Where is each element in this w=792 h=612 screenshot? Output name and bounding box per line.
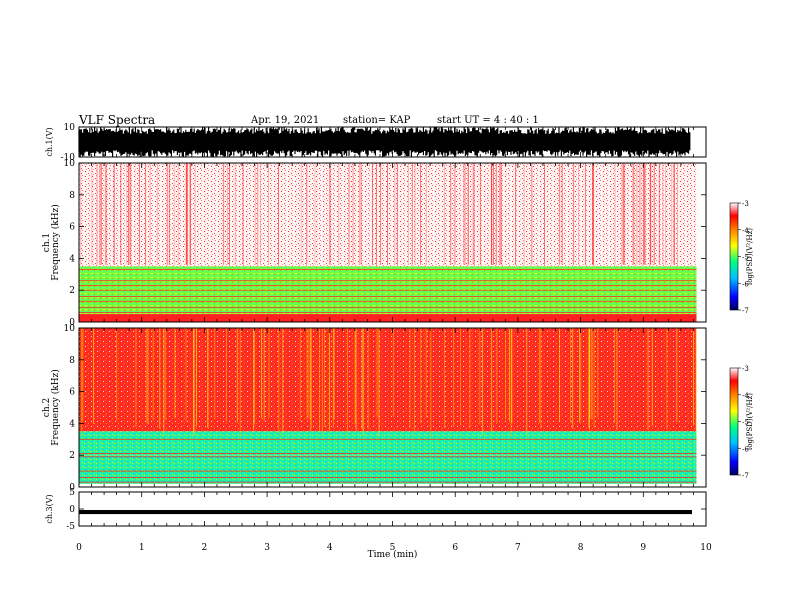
y-tick-label: 6 — [69, 388, 75, 398]
y-axis-label: ch.1(V) — [45, 127, 54, 156]
y-tick-label: 0 — [69, 505, 75, 515]
y-tick-label: 8 — [69, 191, 75, 201]
colorbar-tick-label: -6 — [742, 280, 749, 288]
y-tick-label: -10 — [61, 153, 76, 163]
colorbar — [729, 202, 739, 311]
y-axis-label: ch.3(V) — [45, 494, 54, 523]
y-axis-label: Frequency (kHz) — [50, 204, 61, 281]
y-tick-label: 10 — [64, 159, 76, 169]
y-tick-label: 10 — [64, 123, 76, 133]
x-tick-label: 3 — [264, 543, 270, 553]
y-tick-label: 8 — [69, 356, 75, 366]
x-tick-label: 4 — [327, 543, 333, 553]
y-tick-label: 0 — [69, 318, 75, 328]
colorbar-tick-label: -7 — [742, 307, 749, 315]
colorbar-label: log(PSD)(V²/Hz) — [746, 228, 754, 285]
colorbar — [729, 367, 739, 476]
x-tick-label: 2 — [202, 543, 208, 553]
y-tick-label: 4 — [69, 254, 75, 264]
y-tick-label: 5 — [69, 488, 75, 498]
no-data-strip — [696, 163, 706, 322]
y-axis-label: ch.2 — [42, 398, 52, 417]
figure-title: VLF Spectra — [79, 113, 156, 127]
colorbar-tick-label: -5 — [742, 254, 749, 262]
no-data-strip — [696, 328, 706, 487]
colorbar-tick-label: -7 — [742, 472, 749, 480]
station-label: station= KAP — [343, 115, 411, 126]
colorbar-tick-label: -3 — [742, 365, 749, 373]
colorbar-tick-label: -4 — [742, 392, 749, 400]
x-axis-label: Time (min) — [368, 549, 418, 560]
y-tick-label: -5 — [66, 522, 75, 532]
spectrogram-band-3 — [79, 455, 697, 484]
y-axis-label: ch.1 — [42, 233, 52, 252]
spectrogram-band-3 — [79, 314, 697, 322]
x-tick-label: 10 — [700, 543, 712, 553]
spectrogram-band-1 — [79, 328, 697, 432]
spectrogram-band-2 — [79, 431, 697, 456]
ch1-waveform-trace — [78, 127, 691, 157]
colorbar-tick-label: -6 — [742, 445, 749, 453]
ch3-waveform-trace — [79, 510, 692, 515]
colorbar-tick-label: -4 — [742, 227, 749, 235]
x-tick-label: 1 — [139, 543, 145, 553]
y-tick-label: 10 — [64, 324, 76, 334]
panel-frame — [78, 491, 707, 527]
colorbar-label: log(PSD)(V²/Hz) — [746, 393, 754, 450]
x-tick-label: 5 — [390, 543, 396, 553]
x-tick-label: 0 — [76, 543, 82, 553]
date-label: Apr. 19, 2021 — [251, 115, 320, 126]
x-tick-label: 6 — [452, 543, 458, 553]
y-tick-label: 2 — [69, 451, 75, 461]
start-time-label: start UT = 4 : 40 : 1 — [437, 115, 539, 126]
x-tick-label: 9 — [640, 543, 646, 553]
colorbar-tick-label: -5 — [742, 419, 749, 427]
y-axis-label: Frequency (kHz) — [50, 369, 61, 446]
x-tick-label: 8 — [578, 543, 584, 553]
y-tick-label: 6 — [69, 223, 75, 233]
colorbar-tick-label: -3 — [742, 200, 749, 208]
y-tick-label: 0 — [69, 483, 75, 493]
y-tick-label: 2 — [69, 286, 75, 296]
x-tick-label: 7 — [515, 543, 521, 553]
y-tick-label: 4 — [69, 419, 75, 429]
